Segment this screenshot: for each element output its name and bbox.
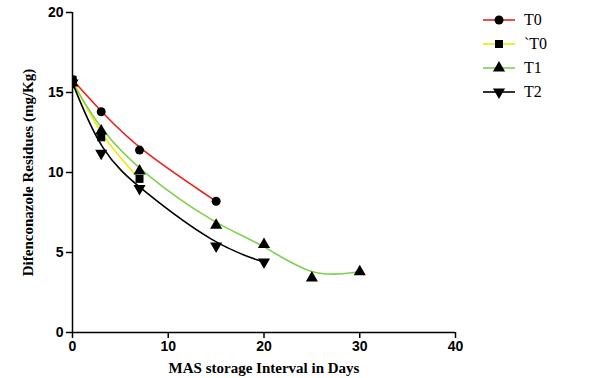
- svg-text:20: 20: [256, 338, 272, 354]
- svg-text:0: 0: [56, 324, 64, 340]
- html-text:T0: T0: [524, 11, 542, 28]
- html-text:`T0: `T0: [524, 35, 548, 52]
- html-text:T2: T2: [524, 83, 542, 100]
- html-text:T1: T1: [524, 59, 542, 76]
- svg-text:5: 5: [56, 244, 64, 260]
- svg-text:10: 10: [160, 338, 176, 354]
- svg-text:MAS storage Interval in Days: MAS storage Interval in Days: [169, 360, 360, 376]
- svg-text:10: 10: [48, 164, 64, 180]
- svg-text:30: 30: [352, 338, 368, 354]
- svg-text:20: 20: [48, 4, 64, 20]
- svg-text:15: 15: [48, 84, 64, 100]
- svg-text:Difenconazole Residues (mg/Kg): Difenconazole Residues (mg/Kg): [20, 69, 37, 276]
- svg-text:0: 0: [69, 338, 77, 354]
- svg-text:40: 40: [448, 338, 464, 354]
